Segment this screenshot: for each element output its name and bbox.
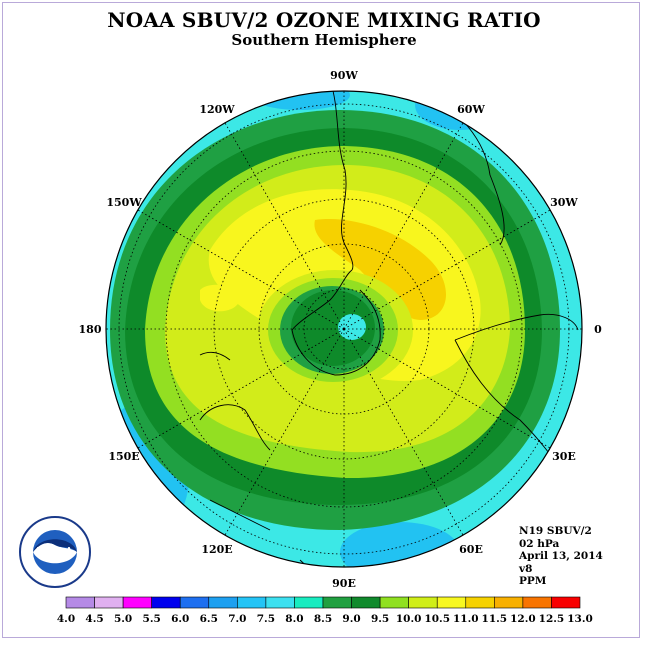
version-label: v8 xyxy=(519,562,533,575)
colorbar: 4.0 4.5 5.0 5.5 6.0 6.5 7.0 7.5 8.0 8.5 9.0 9.5 10.0… xyxy=(57,596,593,625)
colorbar-swatch-11.5 xyxy=(494,596,524,609)
colorbar-tick-12.0: 12.0 xyxy=(510,613,536,625)
contour-11-0 xyxy=(314,219,447,320)
colorbar-tick-5.0: 5.0 xyxy=(114,613,132,625)
colorbar-tick-8.5: 8.5 xyxy=(314,613,332,625)
lon-label-180: 180 xyxy=(79,323,102,336)
colorbar-tick-9.5: 9.5 xyxy=(371,613,389,625)
contour-10-5-west xyxy=(200,284,240,312)
colorbar-swatch-9.5 xyxy=(379,596,409,609)
colorbar-swatch-9.0 xyxy=(351,596,381,609)
colorbar-tick-6.5: 6.5 xyxy=(200,613,218,625)
map-title: NOAA SBUV/2 OZONE MIXING RATIO xyxy=(107,8,541,32)
colorbar-swatch-5.5 xyxy=(151,596,181,609)
colorbar-tick-5.5: 5.5 xyxy=(143,613,161,625)
lon-label-90w: 90W xyxy=(330,69,358,82)
colorbar-tick-8.0: 8.0 xyxy=(285,613,303,625)
lon-label-120w: 120W xyxy=(199,103,235,116)
colorbar-swatch-12.0 xyxy=(522,596,552,609)
colorbar-tick-11.0: 11.0 xyxy=(453,613,479,625)
colorbar-swatch-4.0 xyxy=(65,596,95,609)
lon-label-60e: 60E xyxy=(459,543,483,556)
colorbar-tick-10.5: 10.5 xyxy=(424,613,450,625)
colorbar-swatch-7.5 xyxy=(265,596,295,609)
colorbar-swatch-10.5 xyxy=(436,596,467,609)
colorbar-tick-9.0: 9.0 xyxy=(342,613,360,625)
lon-label-150w: 150W xyxy=(106,196,142,209)
contour-7-0-south xyxy=(340,522,460,567)
lon-label-120e: 120E xyxy=(201,543,232,556)
colorbar-swatch-11.0 xyxy=(465,596,495,609)
colorbar-swatch-8.5 xyxy=(322,596,352,609)
instrument-label: N19 SBUV/2 xyxy=(519,525,592,537)
colorbar-tick-7.0: 7.0 xyxy=(228,613,246,625)
colorbar-swatch-8.0 xyxy=(294,596,324,609)
units-label: PPM xyxy=(519,575,547,587)
noaa-logo-icon: NOAA xyxy=(19,516,91,588)
lon-label-90e: 90E xyxy=(332,577,356,590)
map-subtitle: Southern Hemisphere xyxy=(231,31,417,49)
lon-label-30e: 30E xyxy=(552,450,576,463)
metadata-block: N19 SBUV/2 02 hPa April 13, 2014 v8 PPM xyxy=(519,525,603,588)
lon-label-0: 0 xyxy=(594,323,602,336)
lon-label-30w: 30W xyxy=(550,196,578,209)
colorbar-swatch-4.5 xyxy=(94,596,124,609)
inner-8-0 xyxy=(338,314,366,340)
colorbar-tick-13.0: 13.0 xyxy=(567,613,593,625)
lon-label-60w: 60W xyxy=(457,103,485,116)
colorbar-swatch-10.0 xyxy=(408,596,438,609)
colorbar-tick-11.5: 11.5 xyxy=(482,613,508,625)
colorbar-swatch-7.0 xyxy=(237,596,267,609)
colorbar-tick-4.5: 4.5 xyxy=(85,613,103,625)
map-frame xyxy=(2,2,640,638)
map-boundary xyxy=(105,90,583,568)
colorbar-tick-6.0: 6.0 xyxy=(171,613,189,625)
colorbar-tick-12.5: 12.5 xyxy=(539,613,565,625)
pressure-level: 02 hPa xyxy=(519,537,560,550)
colorbar-swatch-6.0 xyxy=(179,596,210,609)
logo-text: NOAA xyxy=(37,545,74,558)
colorbar-tick-10.0: 10.0 xyxy=(396,613,422,625)
date-label: April 13, 2014 xyxy=(519,550,603,562)
lon-label-150e: 150E xyxy=(108,450,139,463)
colorbar-swatch-5.0 xyxy=(122,596,152,609)
colorbar-tick-4.0: 4.0 xyxy=(57,613,75,625)
colorbar-swatch-6.5 xyxy=(208,596,238,609)
colorbar-swatch-12.5 xyxy=(551,596,581,609)
longitude-labels: 0 30E 60E 90E 120E 150E 180 150W 120W 90W 60W 30W xyxy=(79,69,603,590)
colorbar-tick-7.5: 7.5 xyxy=(257,613,275,625)
